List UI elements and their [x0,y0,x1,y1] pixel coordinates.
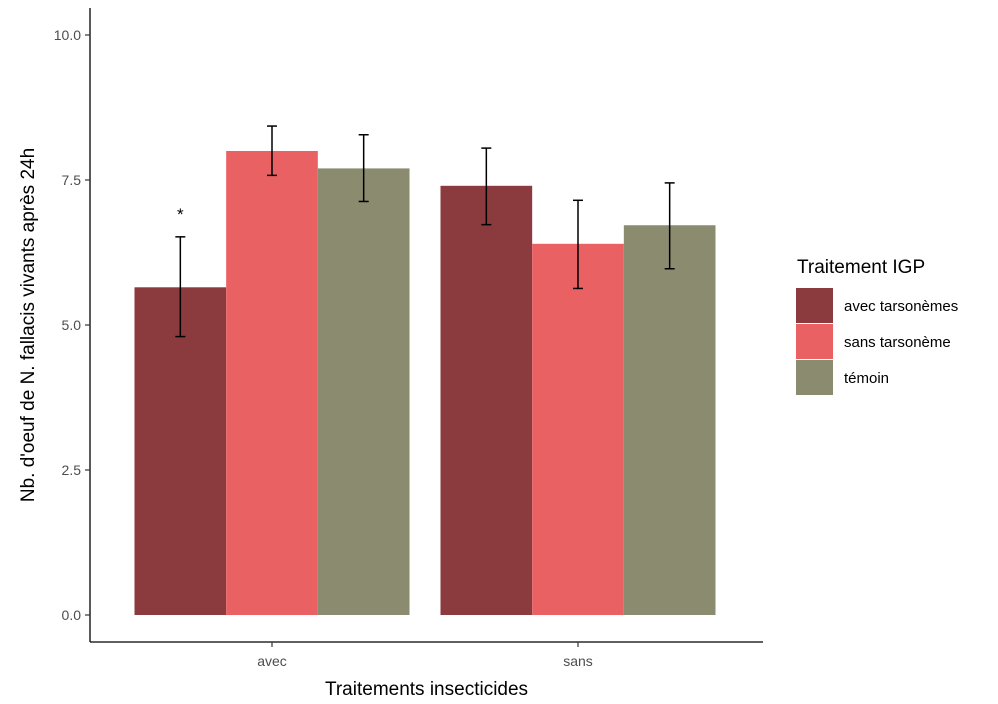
significance-marker: * [177,205,184,224]
legend-label-avec-tarsonemes: avec tarsonèmes [844,298,958,315]
x-tick-label-sans: sans [563,653,593,669]
legend-key-avec-tarsonemes [796,288,833,323]
bar-avec-temoin [317,168,410,615]
legend-key-temoin [796,360,833,395]
legend-label-temoin: témoin [844,370,889,387]
y-axis-title: Nb. d'oeuf de N. fallacis vivants après … [18,148,39,502]
x-axis-ticks: avec sans [257,642,593,669]
error-bar-sans-avec-tarsonemes [481,147,492,226]
error-bar-avec-avec-tarsonemes [175,236,186,338]
bar-sans-temoin [623,225,716,616]
legend-items: avec tarsonèmes sans tarsonème témoin [796,288,958,395]
y-tick-label: 10.0 [54,27,81,43]
error-bar-sans-temoin [664,182,675,270]
y-tick-label: 2.5 [62,462,82,478]
x-tick-label-avec: avec [257,653,287,669]
annotations-layer: * [177,205,184,224]
bar-sans-sans-tarsoneme [532,243,624,616]
bar-avec-sans-tarsoneme [226,151,318,615]
error-bar-sans-sans-tarsoneme [573,199,583,290]
error-bars-layer [175,125,675,338]
bars-layer [134,151,716,616]
bar-avec-avec-tarsonemes [134,287,227,615]
y-tick-label: 0.0 [62,607,82,623]
y-axis-ticks: 0.0 2.5 5.0 7.5 10.0 [54,27,90,623]
error-bar-avec-sans-tarsoneme [267,125,277,177]
error-bar-avec-temoin [358,134,369,203]
legend-title: Traitement IGP [797,257,925,278]
bar-sans-avec-tarsonemes [440,185,533,616]
x-axis-title: Traitements insecticides [325,679,528,700]
legend-label-sans-tarsoneme: sans tarsonème [844,334,951,351]
legend-key-sans-tarsoneme [796,324,833,359]
y-tick-label: 5.0 [62,317,82,333]
legend: Traitement IGP avec tarsonèmes sans tarso… [796,257,958,395]
y-tick-label: 7.5 [62,172,82,188]
